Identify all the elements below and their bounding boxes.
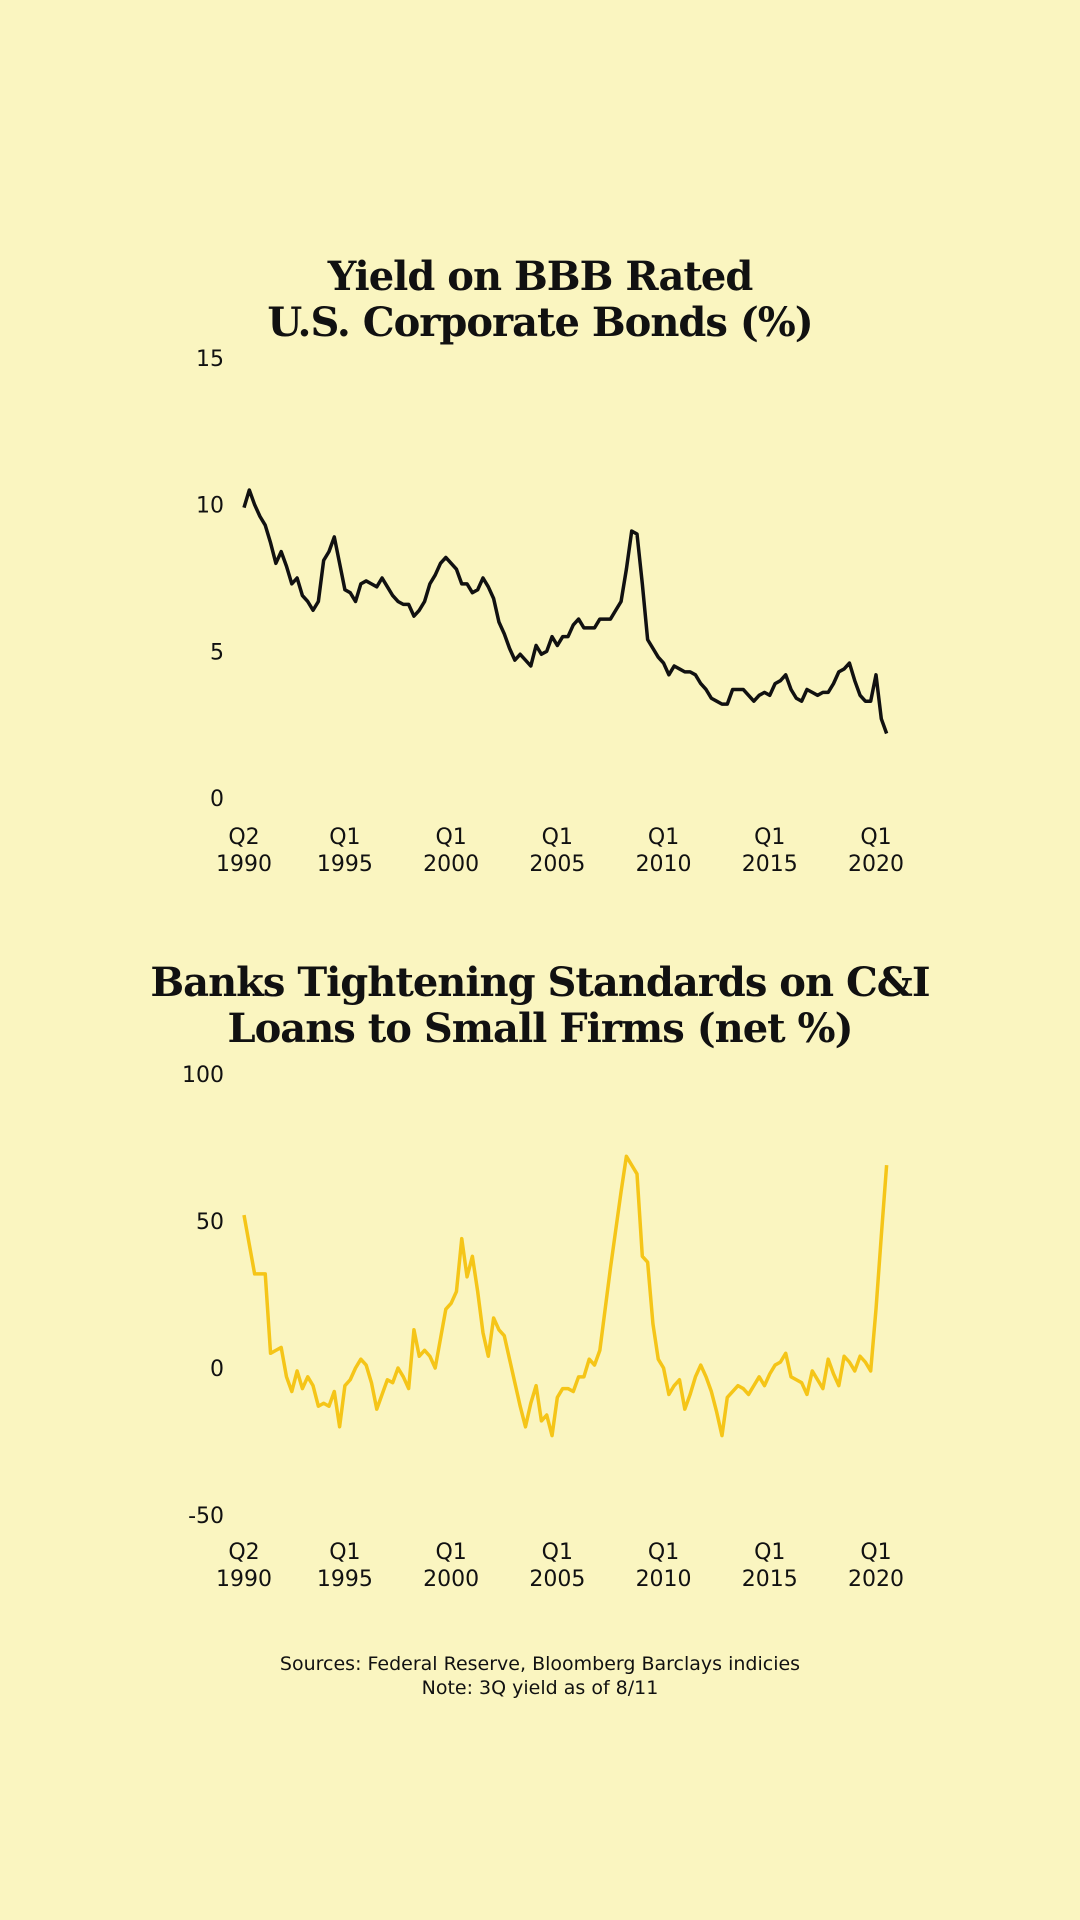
x-tick-label: Q1 2005 xyxy=(529,825,585,877)
x-tick-label: Q1 2020 xyxy=(848,825,904,877)
data-line xyxy=(242,1154,889,1438)
chart-title: Yield on BBB Rated xyxy=(327,253,754,300)
yield-note: Note: 3Q yield as of 8/11 xyxy=(422,1677,659,1699)
x-tick-label: Q2 1990 xyxy=(216,1540,272,1592)
chart-title: U.S. Corporate Bonds (%) xyxy=(267,299,812,346)
x-tick-label: Q1 2005 xyxy=(529,1540,585,1592)
y-tick-label: 5 xyxy=(210,640,224,665)
x-tick-label: Q1 2000 xyxy=(423,1540,479,1592)
x-tick-label: Q1 2020 xyxy=(848,1540,904,1592)
x-tick-label: Q1 1995 xyxy=(317,825,373,877)
y-tick-label: 0 xyxy=(210,787,224,812)
y-tick-label: 10 xyxy=(196,494,224,519)
chart-title: Banks Tightening Standards on C&I xyxy=(150,959,929,1006)
y-tick-label: 50 xyxy=(196,1210,224,1235)
x-tick-label: Q1 2015 xyxy=(742,1540,798,1592)
data-line xyxy=(242,488,889,735)
y-tick-label: 15 xyxy=(196,347,224,372)
x-tick-label: Q1 2010 xyxy=(636,1540,692,1592)
sources-note: Sources: Federal Reserve, Bloomberg Barc… xyxy=(280,1653,800,1675)
y-tick-label: -50 xyxy=(188,1504,224,1529)
x-tick-label: Q1 2015 xyxy=(742,825,798,877)
x-tick-label: Q1 1995 xyxy=(317,1540,373,1592)
x-tick-label: Q1 2000 xyxy=(423,825,479,877)
y-tick-label: 0 xyxy=(210,1357,224,1382)
chart-title: Loans to Small Firms (net %) xyxy=(227,1005,852,1052)
y-tick-label: 100 xyxy=(182,1063,224,1088)
x-tick-label: Q1 2010 xyxy=(636,825,692,877)
x-tick-label: Q2 1990 xyxy=(216,825,272,877)
